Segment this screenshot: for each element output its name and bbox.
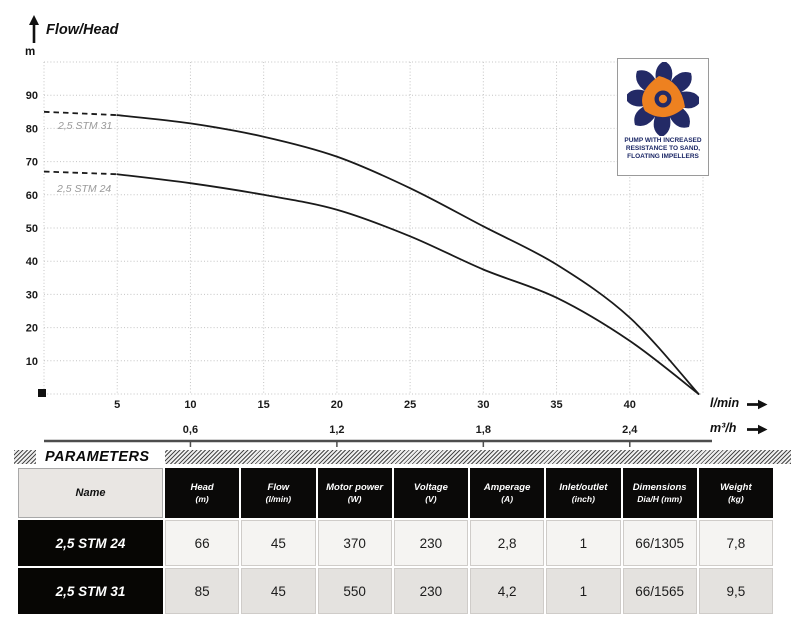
table-value-cell: 230 <box>393 520 468 566</box>
right-arrow-icon <box>747 424 768 435</box>
curve-dashed-start <box>43 110 118 117</box>
x-tick-label-lmin: 40 <box>624 399 636 411</box>
table-value-cell: 66/1305 <box>622 520 697 566</box>
logo-caption-line: FLOATING IMPELLERS <box>627 153 699 160</box>
origin-marker <box>38 389 46 397</box>
parameters-title: PARAMETERS <box>45 449 150 465</box>
x-tick-label-lmin: 15 <box>258 399 270 411</box>
y-tick-label: 40 <box>26 256 38 268</box>
parameters-title-box: PARAMETERS <box>36 448 166 466</box>
pump-curve <box>116 114 700 395</box>
x-tick-label-lmin: 5 <box>114 399 120 411</box>
table-header-name: Name <box>18 468 163 518</box>
y-tick-label: 50 <box>26 223 38 235</box>
y-tick-label: 60 <box>26 190 38 202</box>
x-tick-label-m3h: 1,8 <box>476 424 491 436</box>
curve-label: 2,5 STM 24 <box>56 183 111 195</box>
table-header-cell: Head (m) <box>165 468 240 518</box>
table-header-cell: Dimensions Dia/H (mm) <box>622 468 697 518</box>
table-value-cell: 66 <box>165 520 240 566</box>
y-tick-label: 30 <box>26 289 38 301</box>
y-tick-label: 20 <box>26 323 38 335</box>
table-value-cell: 1 <box>546 520 621 566</box>
table-value-cell: 1 <box>546 568 621 614</box>
table-value-cell: 550 <box>317 568 392 614</box>
table-header-cell: Amperage (A) <box>470 468 545 518</box>
impeller-logo-icon <box>627 62 699 136</box>
x-tick-label-lmin: 20 <box>331 399 343 411</box>
pump-performance-chart: 10 20 30 40 50 60 70 80 90 5 10 15 20 25 30 35 40 0,6 1,2 1… <box>26 61 712 447</box>
parameters-bar: PARAMETERS <box>14 448 791 466</box>
y-axis-unit: m <box>25 46 36 58</box>
x-axis-unit-lmin: l/min <box>710 396 740 410</box>
chart-title: Flow/Head <box>46 22 119 38</box>
curve-dashed-start <box>43 170 118 176</box>
x-tick-label-m3h: 2,4 <box>622 424 638 436</box>
y-tick-label: 70 <box>26 157 38 169</box>
table-header-cell: Voltage (V) <box>393 468 468 518</box>
x-tick-label-lmin: 25 <box>404 399 416 411</box>
logo-caption: PUMP WITH INCREASED RESISTANCE TO SAND, … <box>618 137 708 161</box>
parameters-table: Name Head (m) Flow (l/min) Motor power (W) Volt… <box>18 468 773 614</box>
table-name-cell: 2,5 STM 24 <box>18 520 163 566</box>
table-value-cell: 370 <box>317 520 392 566</box>
table-value-cell: 7,8 <box>698 520 773 566</box>
pump-curve <box>116 173 700 395</box>
table-value-cell: 45 <box>241 568 316 614</box>
x-tick-label-m3h: 0,6 <box>183 424 198 436</box>
y-tick-label: 90 <box>26 90 38 102</box>
pump-logo-box: PUMP WITH INCREASED RESISTANCE TO SAND, … <box>617 58 709 176</box>
right-arrow-icon <box>747 399 768 410</box>
table-value-cell: 66/1565 <box>622 568 697 614</box>
table-header-cell: Flow (l/min) <box>241 468 316 518</box>
x-tick-label-lmin: 30 <box>477 399 489 411</box>
table-header-cell: Motor power (W) <box>317 468 392 518</box>
x-tick-label-m3h: 1,2 <box>329 424 344 436</box>
table-header-cell: Inlet/outlet (inch) <box>546 468 621 518</box>
table-value-cell: 230 <box>393 568 468 614</box>
x-tick-label-lmin: 35 <box>550 399 562 411</box>
table-header-cell: Weight (kg) <box>698 468 773 518</box>
x-axis-unit-m3h: m³/h <box>710 421 737 435</box>
logo-caption-line: PUMP WITH INCREASED <box>624 137 702 144</box>
curve-label: 2,5 STM 31 <box>57 120 112 132</box>
table-value-cell: 4,2 <box>470 568 545 614</box>
x-tick-label-lmin: 10 <box>184 399 196 411</box>
table-name-cell: 2,5 STM 31 <box>18 568 163 614</box>
y-tick-label: 80 <box>26 123 38 135</box>
table-value-cell: 85 <box>165 568 240 614</box>
table-value-cell: 9,5 <box>698 568 773 614</box>
flow-axis-up-arrow-icon <box>29 15 39 43</box>
table-value-cell: 2,8 <box>470 520 545 566</box>
y-tick-label: 10 <box>26 356 38 368</box>
table-value-cell: 45 <box>241 520 316 566</box>
logo-caption-line: RESISTANCE TO SAND, <box>625 145 701 152</box>
